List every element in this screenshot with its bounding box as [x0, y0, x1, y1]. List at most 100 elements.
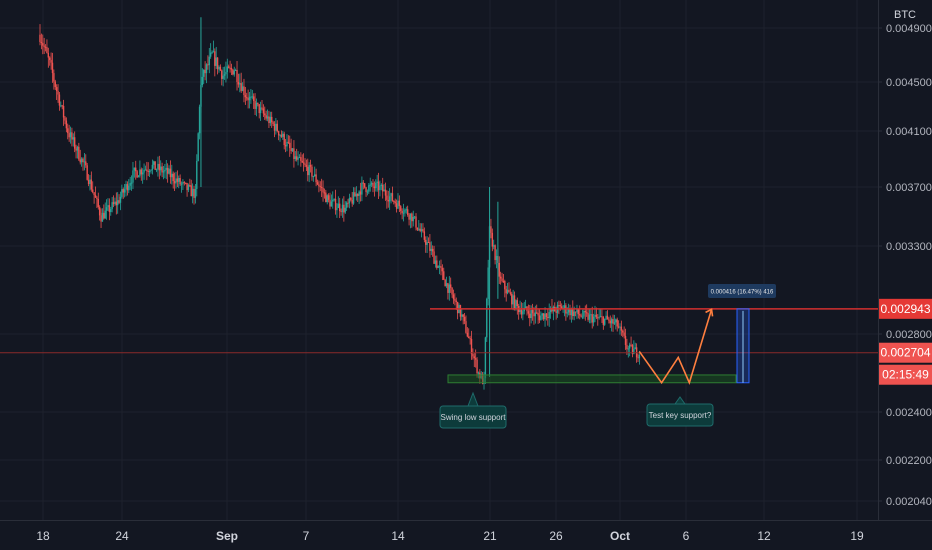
candle-body	[284, 145, 287, 147]
candle-body	[203, 69, 205, 77]
candle-body	[513, 295, 516, 309]
candle-body	[627, 348, 629, 350]
candle-body	[477, 372, 480, 374]
candle-body	[191, 188, 194, 197]
candle-body	[55, 87, 58, 92]
candle-body	[413, 216, 416, 218]
candle-body	[495, 255, 498, 261]
candle-body	[366, 191, 369, 193]
candle-body	[98, 207, 101, 216]
candle-body	[584, 310, 586, 313]
candle-body	[198, 106, 201, 134]
candle-body	[78, 146, 80, 160]
candle-body	[563, 305, 566, 309]
candle-body	[232, 69, 234, 75]
candle-body	[126, 184, 129, 191]
candle-body	[259, 107, 262, 114]
y-tick-label: 0.003700	[886, 182, 932, 194]
candle-body	[463, 316, 466, 322]
candle-body	[112, 202, 115, 205]
candle-body	[544, 313, 546, 320]
candle-body	[391, 193, 394, 201]
current-price-tag: 0.002704	[879, 342, 932, 363]
callout-pointer	[467, 391, 479, 407]
candle-body	[165, 167, 167, 170]
candle-body	[416, 227, 419, 230]
candle-body	[604, 318, 606, 325]
candle-body	[304, 163, 306, 166]
candle-body	[262, 108, 265, 114]
candle-body	[268, 116, 270, 124]
candle-body	[587, 313, 589, 320]
test-key-note[interactable]: Test key support?	[646, 396, 714, 427]
candle-body	[243, 86, 245, 96]
candle-body	[221, 70, 223, 79]
candle-body	[301, 160, 303, 163]
candle-body	[309, 165, 312, 167]
candle-body	[451, 287, 453, 295]
candle-body	[344, 207, 346, 213]
candle-body	[186, 183, 188, 191]
candle-body	[585, 312, 588, 314]
candle-body	[402, 212, 405, 214]
candle-body	[540, 315, 542, 321]
candle-body	[599, 316, 602, 318]
candle-body	[154, 161, 156, 170]
candle-body	[429, 242, 431, 251]
x-tick-label: Sep	[216, 529, 238, 543]
price-axis[interactable]: 0.004900 0.004500 0.004100 0.003700 0.003300…	[878, 23, 932, 508]
candle-body	[87, 179, 90, 185]
candle-body	[592, 316, 595, 323]
candle-body	[411, 213, 413, 222]
candle-body	[315, 174, 317, 183]
candle-body	[380, 184, 383, 186]
candle-body	[53, 73, 55, 82]
candle-body	[459, 305, 462, 317]
candle-body	[569, 308, 571, 316]
candle-body	[577, 309, 580, 315]
swing-low-note[interactable]: Swing low support	[439, 391, 507, 429]
candle-body	[422, 229, 424, 232]
candle-body	[523, 307, 525, 312]
candle-body	[128, 185, 130, 191]
candle-body	[72, 137, 74, 140]
callout-text: Test key support?	[649, 411, 712, 420]
candle-body	[368, 185, 370, 192]
candle-body	[148, 171, 151, 173]
candle-body	[468, 336, 470, 339]
candle-body	[241, 86, 244, 91]
candle-body	[623, 332, 625, 336]
candle-body	[196, 160, 198, 189]
candle-body	[450, 284, 452, 288]
candle-body	[601, 316, 603, 318]
candle-body	[444, 279, 446, 287]
currency-badge[interactable]	[890, 4, 920, 24]
candle-body	[169, 168, 172, 178]
candle-body	[168, 168, 170, 174]
price-tag-text: 02:15:49	[882, 368, 929, 382]
candle-body	[51, 62, 54, 74]
candle-body	[383, 189, 385, 192]
candle-body	[536, 312, 538, 314]
candle-body	[223, 74, 226, 76]
candle-body	[323, 192, 326, 194]
candle-body	[42, 43, 44, 46]
candle-body	[527, 311, 530, 314]
candle-body	[549, 308, 552, 313]
candle-body	[397, 200, 399, 209]
candle-body	[82, 158, 84, 162]
candle-body	[248, 96, 251, 101]
candle-body	[548, 312, 550, 319]
candle-body	[318, 184, 320, 187]
time-axis[interactable]: 18 24 Sep 7 14 21 26 Oct 6 12 19	[36, 529, 864, 543]
candle-body	[157, 163, 159, 170]
candle-body	[208, 56, 210, 66]
candle-body	[286, 141, 288, 147]
candle-body	[155, 169, 158, 171]
measure-label-box	[708, 284, 776, 298]
candle-body	[251, 96, 253, 98]
candle-body	[115, 201, 118, 206]
candle-body	[325, 192, 327, 203]
candle-body	[613, 322, 616, 324]
